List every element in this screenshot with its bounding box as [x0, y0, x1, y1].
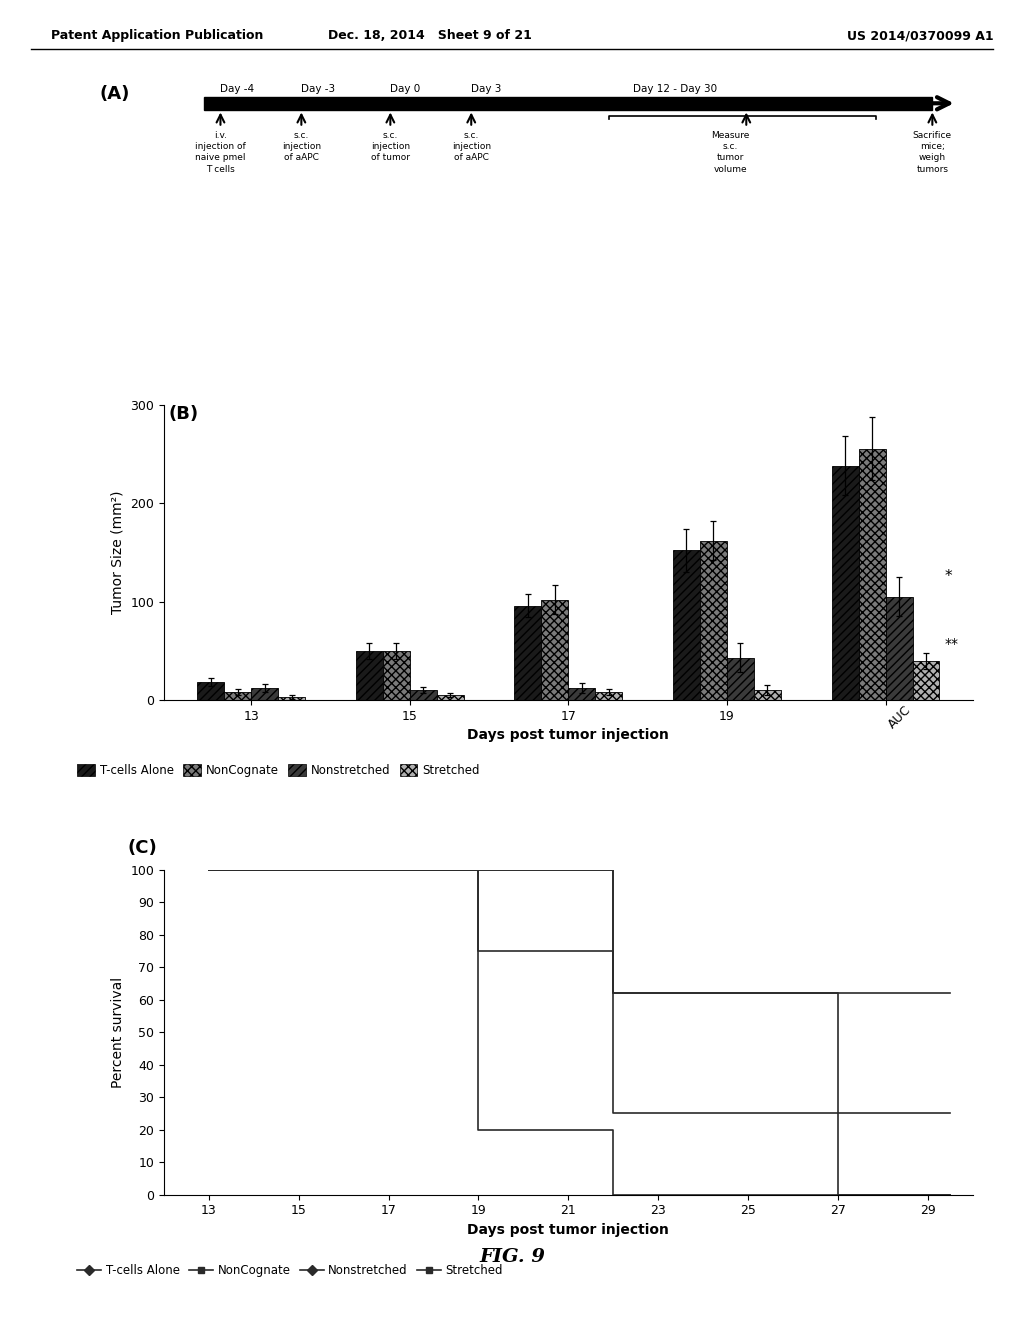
- Legend: T-cells Alone, NonCognate, Nonstretched, Stretched: T-cells Alone, NonCognate, Nonstretched,…: [73, 759, 484, 781]
- Text: (C): (C): [128, 838, 158, 857]
- Bar: [205, 96, 932, 110]
- Text: s.c.
injection
of aAPC: s.c. injection of aAPC: [452, 131, 490, 162]
- Bar: [754, 690, 781, 700]
- Text: FIG. 9: FIG. 9: [479, 1247, 545, 1266]
- Text: (B): (B): [169, 405, 199, 422]
- Bar: [410, 690, 436, 700]
- Bar: [568, 688, 595, 700]
- Bar: [831, 466, 858, 700]
- Text: s.c.
injection
of aAPC: s.c. injection of aAPC: [282, 131, 321, 162]
- Y-axis label: Tumor Size (mm²): Tumor Size (mm²): [111, 491, 125, 614]
- Bar: [198, 682, 224, 700]
- Bar: [251, 688, 279, 700]
- Legend: T-cells Alone, NonCognate, Nonstretched, Stretched: T-cells Alone, NonCognate, Nonstretched,…: [73, 1259, 508, 1282]
- Text: Sacrifice
mice;
weigh
tumors: Sacrifice mice; weigh tumors: [912, 131, 952, 173]
- Bar: [383, 651, 410, 700]
- Text: Measure
s.c.
tumor
volume: Measure s.c. tumor volume: [711, 131, 750, 173]
- Bar: [673, 550, 700, 700]
- Bar: [355, 651, 383, 700]
- Bar: [858, 449, 886, 700]
- Text: s.c.
injection
of tumor: s.c. injection of tumor: [371, 131, 410, 162]
- X-axis label: Days post tumor injection: Days post tumor injection: [467, 1222, 670, 1237]
- Bar: [279, 697, 305, 700]
- Bar: [595, 692, 623, 700]
- Text: **: **: [944, 636, 958, 651]
- Text: i.v.
injection of
naive pmel
T cells: i.v. injection of naive pmel T cells: [196, 131, 246, 173]
- Y-axis label: Percent survival: Percent survival: [111, 977, 125, 1088]
- Text: Day 0: Day 0: [390, 84, 421, 94]
- Bar: [700, 541, 727, 700]
- X-axis label: Days post tumor injection: Days post tumor injection: [467, 729, 670, 742]
- Text: US 2014/0370099 A1: US 2014/0370099 A1: [847, 29, 993, 42]
- Bar: [514, 606, 542, 700]
- Text: Day 3: Day 3: [471, 84, 502, 94]
- Text: Patent Application Publication: Patent Application Publication: [51, 29, 263, 42]
- Text: Day 12 - Day 30: Day 12 - Day 30: [633, 84, 717, 94]
- Text: Day -4: Day -4: [220, 84, 255, 94]
- Text: Dec. 18, 2014   Sheet 9 of 21: Dec. 18, 2014 Sheet 9 of 21: [328, 29, 532, 42]
- Text: AUC: AUC: [886, 704, 913, 731]
- Bar: [542, 599, 568, 700]
- Bar: [727, 657, 754, 700]
- Bar: [436, 696, 464, 700]
- Text: Day -3: Day -3: [301, 84, 336, 94]
- Text: *: *: [944, 569, 952, 583]
- Text: (A): (A): [99, 86, 129, 103]
- Bar: [224, 692, 251, 700]
- Bar: [912, 661, 939, 700]
- Bar: [886, 597, 912, 700]
